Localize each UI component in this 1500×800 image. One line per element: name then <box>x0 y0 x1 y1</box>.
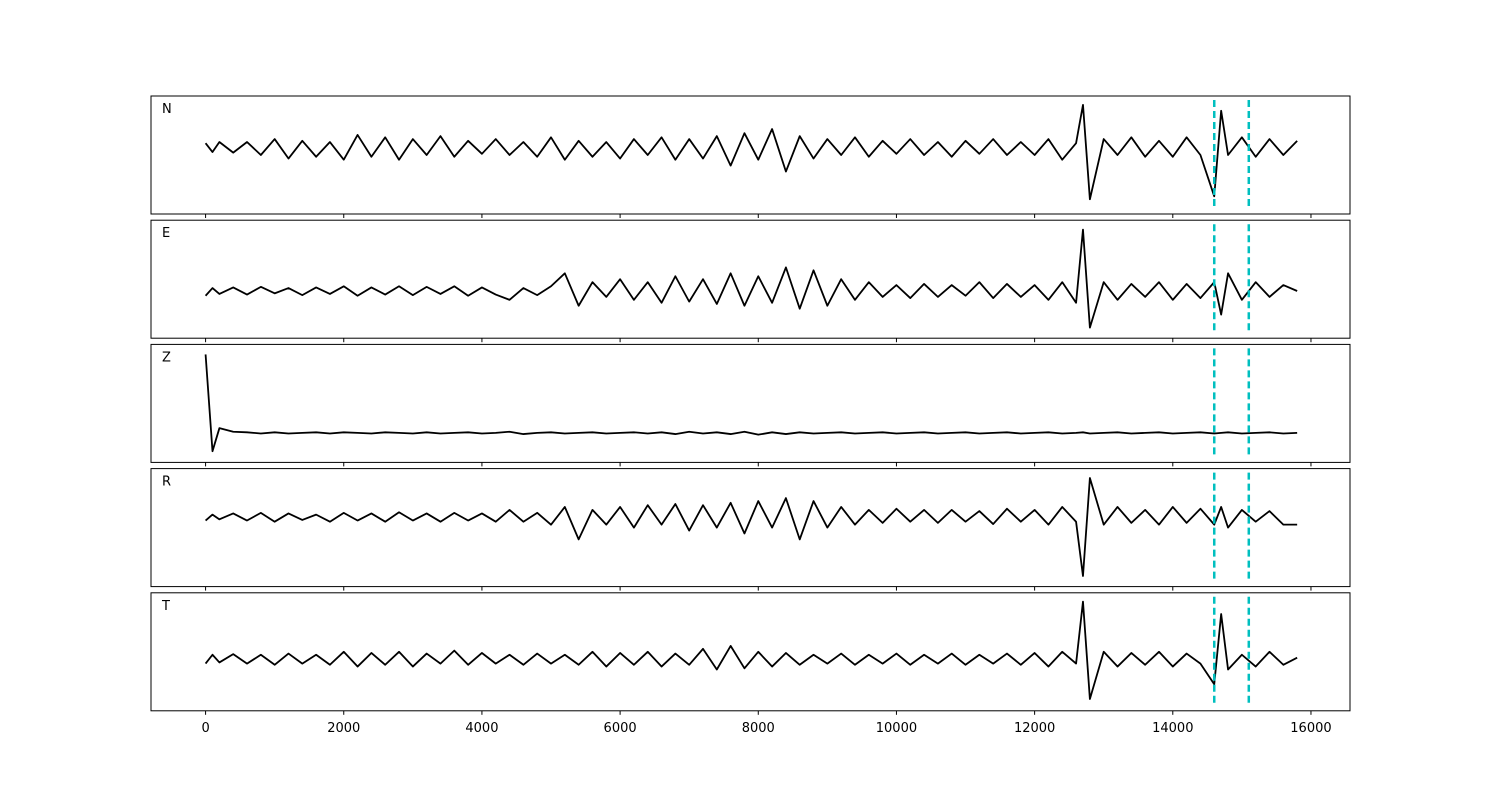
x-tick-label: 12000 <box>1014 721 1055 736</box>
x-tick-label: 2000 <box>327 721 360 736</box>
trace <box>204 600 1298 700</box>
x-tick-label: 0 <box>201 721 209 736</box>
x-tick-label: 16000 <box>1290 721 1331 736</box>
trace <box>204 477 1298 577</box>
x-tick-label: 10000 <box>876 721 917 736</box>
panel-frame <box>150 468 1351 588</box>
x-tick-label: 14000 <box>1152 721 1193 736</box>
x-tick-label: 8000 <box>742 721 775 736</box>
x-tick-label: 6000 <box>604 721 637 736</box>
trace <box>204 228 1298 329</box>
panel-frame <box>150 95 1351 215</box>
panel-frame <box>150 343 1351 463</box>
panel-label: R <box>162 475 171 490</box>
trace <box>204 354 1298 453</box>
x-tick-label: 4000 <box>465 721 498 736</box>
panel-label: N <box>162 102 172 117</box>
panel-label: E <box>162 226 170 241</box>
trace <box>204 103 1298 201</box>
panel-frame <box>150 592 1351 712</box>
panel-label: Z <box>162 350 171 365</box>
panel-label: T <box>161 599 170 614</box>
panel-frame <box>150 219 1351 339</box>
